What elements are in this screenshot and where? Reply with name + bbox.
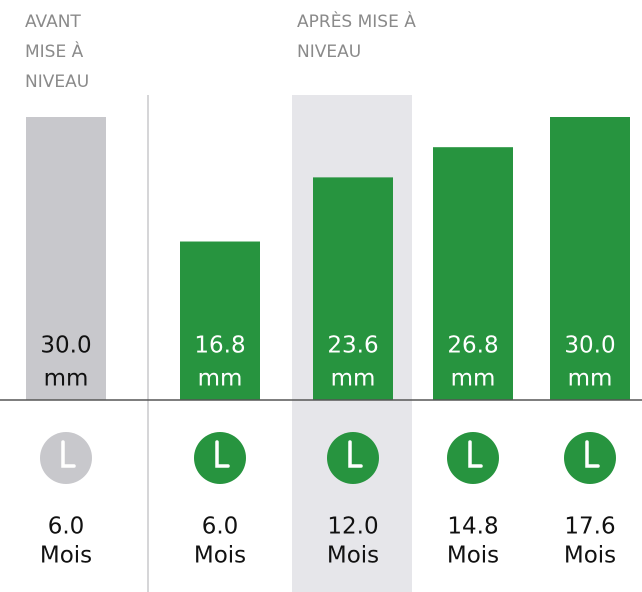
- annotation: APRÈS MISE À: [297, 10, 416, 32]
- x-tick-label: 6.0: [202, 514, 239, 540]
- clock-hands: [468, 440, 483, 468]
- clock-icon: [564, 432, 616, 484]
- clock-icon: [40, 432, 92, 484]
- value-label: 30.0: [564, 333, 615, 359]
- x-unit-label: Mois: [327, 543, 379, 569]
- clock-hands: [348, 440, 363, 468]
- annotation: NIVEAU: [25, 72, 89, 92]
- x-unit-label: Mois: [447, 543, 499, 569]
- bar: [180, 241, 260, 400]
- x-tick-label: 17.6: [564, 514, 615, 540]
- annotation: MISE À: [25, 40, 84, 62]
- value-unit: mm: [451, 366, 496, 392]
- value-label: 23.6: [327, 333, 378, 359]
- bar: [433, 147, 513, 400]
- bar: [313, 177, 393, 400]
- value-unit: mm: [44, 366, 89, 392]
- clock-icon: [194, 432, 246, 484]
- value-label: 30.0: [40, 333, 91, 359]
- value-label: 16.8: [194, 333, 245, 359]
- annotation: NIVEAU: [297, 42, 361, 62]
- x-unit-label: Mois: [40, 543, 92, 569]
- clock-hands: [585, 440, 600, 468]
- x-tick-label: 14.8: [447, 514, 498, 540]
- value-unit: mm: [568, 366, 613, 392]
- x-tick-label: 6.0: [48, 514, 85, 540]
- annotation: AVANT: [25, 12, 81, 32]
- value-label: 26.8: [447, 333, 498, 359]
- clock-icon: [327, 432, 379, 484]
- bar: [550, 117, 630, 400]
- value-unit: mm: [198, 366, 243, 392]
- x-unit-label: Mois: [194, 543, 246, 569]
- clock-hands: [61, 440, 76, 468]
- value-unit: mm: [331, 366, 376, 392]
- x-tick-label: 12.0: [327, 514, 378, 540]
- bar: [26, 117, 106, 400]
- x-unit-label: Mois: [564, 543, 616, 569]
- clock-icon: [447, 432, 499, 484]
- clock-hands: [215, 440, 230, 468]
